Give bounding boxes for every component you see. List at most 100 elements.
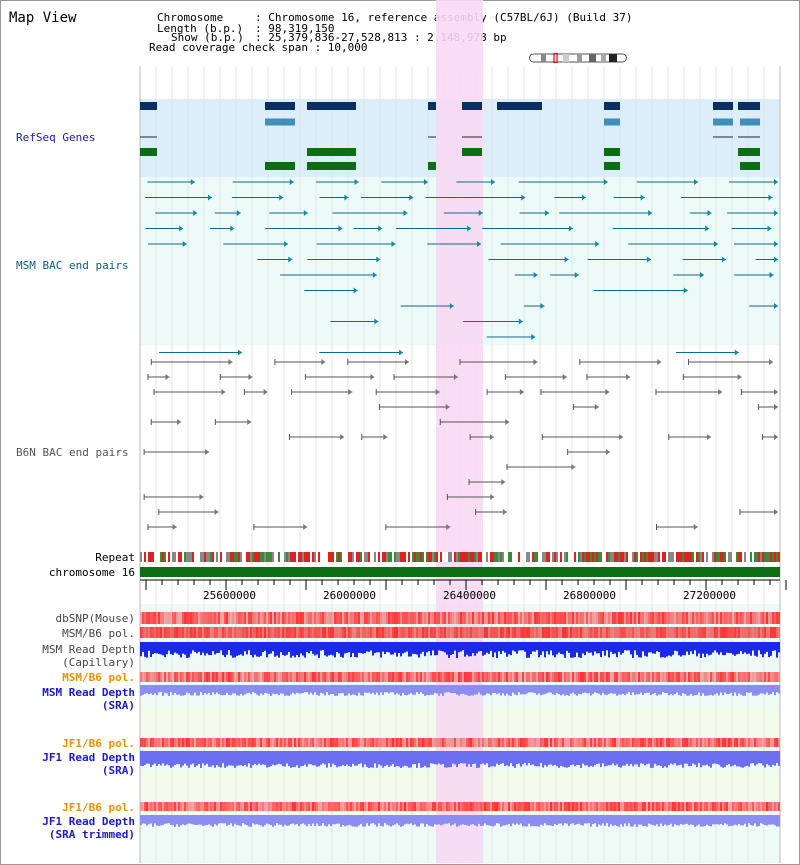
read-depth-bar bbox=[738, 751, 740, 767]
polymorphism-mark bbox=[388, 612, 390, 624]
polymorphism-mark bbox=[462, 802, 464, 811]
polymorphism-mark bbox=[332, 738, 334, 747]
read-depth-bar bbox=[318, 815, 320, 826]
read-depth-bar bbox=[420, 751, 422, 768]
read-depth-bar bbox=[754, 642, 756, 656]
repeat-mark bbox=[720, 552, 722, 562]
polymorphism-mark bbox=[470, 612, 472, 624]
polymorphism-mark bbox=[238, 627, 240, 638]
polymorphism-mark bbox=[574, 738, 576, 747]
refseq-genes-label[interactable]: RefSeq Genes bbox=[16, 131, 96, 144]
polymorphism-mark bbox=[216, 627, 218, 638]
polymorphism-mark bbox=[532, 612, 534, 624]
read-depth-bar bbox=[296, 751, 298, 766]
repeat-mark bbox=[412, 552, 414, 562]
polymorphism-mark bbox=[226, 738, 228, 747]
polymorphism-mark bbox=[702, 738, 704, 747]
polymorphism-mark bbox=[328, 612, 330, 624]
polymorphism-mark bbox=[616, 627, 618, 638]
read-depth-bar bbox=[264, 642, 266, 651]
read-depth-bar bbox=[140, 815, 142, 826]
polymorphism-mark bbox=[240, 738, 242, 747]
polymorphism-mark bbox=[634, 738, 636, 747]
read-depth-bar bbox=[580, 685, 582, 695]
polymorphism-mark bbox=[424, 627, 426, 638]
polymorphism-mark bbox=[454, 612, 456, 624]
msm-bac-label[interactable]: MSM BAC end pairs bbox=[16, 259, 129, 272]
polymorphism-mark bbox=[324, 612, 326, 624]
read-depth-bar bbox=[640, 685, 642, 693]
polymorphism-mark bbox=[350, 672, 352, 682]
polymorphism-mark bbox=[370, 672, 372, 682]
msm-bac-end bbox=[531, 334, 536, 340]
b6n-bac-label[interactable]: B6N BAC end pairs bbox=[16, 446, 129, 459]
polymorphism-mark bbox=[686, 627, 688, 638]
read-depth-bar bbox=[744, 642, 746, 653]
repeat-mark bbox=[512, 552, 514, 562]
polymorphism-mark bbox=[342, 627, 344, 638]
read-depth-bar bbox=[194, 685, 196, 693]
polymorphism-mark bbox=[248, 627, 250, 638]
read-depth-bar bbox=[608, 685, 610, 694]
read-depth-bar bbox=[354, 751, 356, 766]
read-depth-bar bbox=[324, 815, 326, 826]
polymorphism-mark bbox=[694, 627, 696, 638]
read-depth-bar bbox=[674, 642, 676, 651]
polymorphism-mark bbox=[754, 612, 756, 624]
read-depth-bar bbox=[472, 642, 474, 653]
repeat-mark bbox=[156, 552, 158, 562]
read-depth-bar bbox=[492, 815, 494, 827]
polymorphism-mark bbox=[276, 802, 278, 811]
polymorphism-mark bbox=[438, 738, 440, 747]
polymorphism-mark bbox=[290, 802, 292, 811]
read-depth-bar bbox=[694, 815, 696, 827]
read-depth-bar bbox=[278, 685, 280, 696]
repeat-mark bbox=[456, 552, 458, 562]
polymorphism-mark bbox=[450, 612, 452, 624]
polymorphism-mark bbox=[302, 738, 304, 747]
polymorphism-mark bbox=[728, 672, 730, 682]
read-depth-bar bbox=[430, 685, 432, 695]
polymorphism-mark bbox=[266, 738, 268, 747]
read-depth-bar bbox=[776, 815, 778, 827]
repeat-mark bbox=[410, 552, 412, 562]
read-depth-bar bbox=[214, 751, 216, 768]
polymorphism-mark bbox=[216, 612, 218, 624]
read-depth-bar bbox=[636, 815, 638, 827]
msm-pol-sra-label: MSM/B6 pol. bbox=[62, 671, 135, 684]
polymorphism-mark bbox=[520, 612, 522, 624]
polymorphism-mark bbox=[538, 738, 540, 747]
repeat-mark bbox=[374, 552, 376, 562]
polymorphism-mark bbox=[576, 802, 578, 811]
read-depth-bar bbox=[150, 685, 152, 694]
read-depth-bar bbox=[332, 642, 334, 656]
polymorphism-mark bbox=[298, 802, 300, 811]
polymorphism-mark bbox=[376, 802, 378, 811]
chromosome-ideogram-icon[interactable] bbox=[529, 53, 627, 63]
read-depth-bar bbox=[330, 815, 332, 827]
read-depth-bar bbox=[624, 685, 626, 695]
polymorphism-mark bbox=[456, 738, 458, 747]
polymorphism-mark bbox=[600, 627, 602, 638]
polymorphism-mark bbox=[626, 738, 628, 747]
polymorphism-mark bbox=[768, 627, 770, 638]
read-depth-bar bbox=[642, 751, 644, 764]
repeat-mark bbox=[194, 552, 196, 562]
repeat-mark bbox=[398, 552, 400, 562]
polymorphism-mark bbox=[698, 627, 700, 638]
read-depth-bar bbox=[666, 751, 668, 768]
repeat-mark bbox=[220, 552, 222, 562]
polymorphism-mark bbox=[350, 612, 352, 624]
read-depth-bar bbox=[358, 642, 360, 653]
polymorphism-mark bbox=[444, 738, 446, 747]
read-depth-bar bbox=[240, 642, 242, 655]
repeat-mark bbox=[584, 552, 586, 562]
read-depth-bar bbox=[548, 685, 550, 693]
read-depth-bar bbox=[418, 685, 420, 694]
polymorphism-mark bbox=[534, 802, 536, 811]
polymorphism-mark bbox=[160, 612, 162, 624]
polymorphism-mark bbox=[580, 627, 582, 638]
read-depth-bar bbox=[160, 642, 162, 655]
read-depth-bar bbox=[638, 642, 640, 658]
repeat-mark bbox=[386, 552, 388, 562]
